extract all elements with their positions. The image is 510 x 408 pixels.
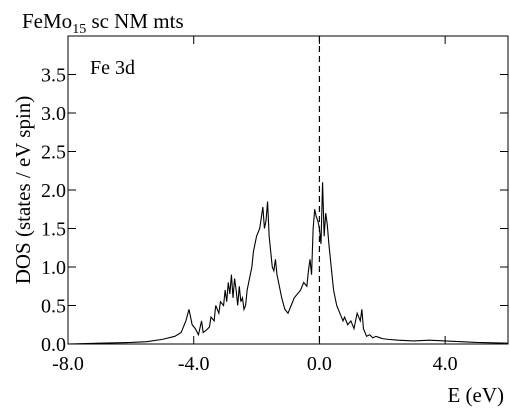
y-tick-label: 0.5: [41, 296, 66, 318]
y-tick-label: 3.5: [41, 65, 66, 87]
x-tick-label: -8.0: [52, 353, 84, 375]
x-tick-label: -4.0: [178, 353, 210, 375]
y-tick-label: 2.0: [41, 180, 66, 202]
plot-frame: [67, 35, 509, 345]
dos-series-line: [67, 182, 509, 345]
orbital-annotation: Fe 3d: [90, 57, 135, 79]
x-tick-label: 0.0: [307, 353, 332, 375]
x-axis-ticks: -8.0 -4.0 0.0 4.0: [52, 36, 458, 375]
y-tick-label: 0.0: [41, 334, 66, 356]
y-tick-label: 2.5: [41, 142, 66, 164]
y-tick-label: 1.0: [41, 257, 66, 279]
y-axis-ticks: 0.0 0.5 1.0 1.5 2.0 2.5 3.0 3.5: [41, 65, 508, 356]
chart-title: FeMo15 sc NM mts: [22, 9, 184, 37]
title-suffix: sc NM mts: [86, 9, 183, 33]
y-tick-label: 3.0: [41, 103, 66, 125]
title-subscript: 15: [72, 22, 86, 37]
y-tick-label: 1.5: [41, 219, 66, 241]
x-tick-label: 4.0: [433, 353, 458, 375]
y-axis-label: DOS (states / eV spin): [11, 96, 35, 285]
title-prefix: FeMo: [22, 9, 72, 33]
x-axis-label: E (eV): [447, 383, 504, 407]
